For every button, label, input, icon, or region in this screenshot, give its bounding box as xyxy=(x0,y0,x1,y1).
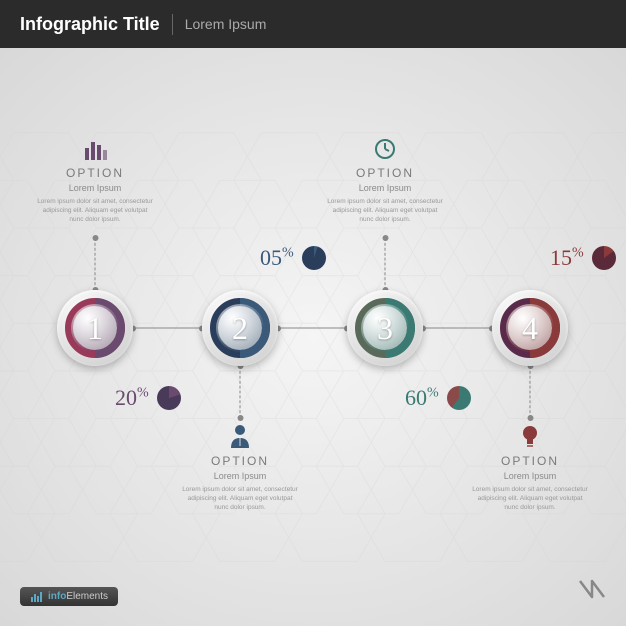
percent-1: 20% xyxy=(115,385,181,411)
option-label: OPTION xyxy=(35,166,155,180)
timeline-node-2: 2 xyxy=(202,290,278,366)
option-sublabel: Lorem Ipsum xyxy=(180,471,300,481)
header-bar: Infographic Title Lorem Ipsum xyxy=(0,0,626,48)
option-block-1: OPTION Lorem Ipsum Lorem ipsum dolor sit… xyxy=(35,138,155,224)
h-connector-1 xyxy=(133,328,202,329)
info-elements-badge: infoElements xyxy=(20,587,118,606)
bulb-icon xyxy=(520,424,540,448)
v-connector-2 xyxy=(240,366,241,418)
timeline-node-3: 3 xyxy=(347,290,423,366)
badge-prefix: info xyxy=(48,591,66,602)
pie-icon xyxy=(302,246,326,270)
option-block-3: OPTION Lorem Ipsum Lorem ipsum dolor sit… xyxy=(325,138,445,224)
option-body: Lorem ipsum dolor sit amet, consectetur … xyxy=(470,485,590,512)
header-subtitle: Lorem Ipsum xyxy=(173,16,267,32)
node-number: 2 xyxy=(232,310,248,347)
option-body: Lorem ipsum dolor sit amet, consectetur … xyxy=(325,197,445,224)
clock-icon xyxy=(374,138,396,160)
h-connector-2 xyxy=(278,328,347,329)
header-title: Infographic Title xyxy=(20,14,173,35)
infographic-canvas: OPTION Lorem Ipsum Lorem ipsum dolor sit… xyxy=(0,48,626,626)
option-label: OPTION xyxy=(180,454,300,468)
option-label: OPTION xyxy=(470,454,590,468)
percent-4: 15% xyxy=(550,245,616,271)
pie-icon xyxy=(592,246,616,270)
option-sublabel: Lorem Ipsum xyxy=(325,183,445,193)
bars-icon xyxy=(83,138,107,160)
node-number: 3 xyxy=(377,310,393,347)
percent-2: 05% xyxy=(260,245,326,271)
v-connector-3 xyxy=(385,238,386,290)
v-connector-1 xyxy=(95,238,96,290)
option-body: Lorem ipsum dolor sit amet, consectetur … xyxy=(35,197,155,224)
option-sublabel: Lorem Ipsum xyxy=(470,471,590,481)
option-block-2: OPTION Lorem Ipsum Lorem ipsum dolor sit… xyxy=(180,424,300,512)
node-number: 4 xyxy=(522,310,538,347)
option-label: OPTION xyxy=(325,166,445,180)
corner-logo xyxy=(578,579,606,606)
option-body: Lorem ipsum dolor sit amet, consectetur … xyxy=(180,485,300,512)
option-sublabel: Lorem Ipsum xyxy=(35,183,155,193)
percent-value: 15% xyxy=(550,245,584,271)
percent-value: 05% xyxy=(260,245,294,271)
timeline-node-4: 4 xyxy=(492,290,568,366)
v-connector-4 xyxy=(530,366,531,418)
percent-value: 20% xyxy=(115,385,149,411)
badge-suffix: Elements xyxy=(66,591,108,602)
pie-icon xyxy=(157,386,181,410)
h-connector-3 xyxy=(423,328,492,329)
person-icon xyxy=(229,424,251,448)
badge-bars-icon xyxy=(30,592,44,602)
timeline-node-1: 1 xyxy=(57,290,133,366)
percent-3: 60% xyxy=(405,385,471,411)
option-block-4: OPTION Lorem Ipsum Lorem ipsum dolor sit… xyxy=(470,424,590,512)
percent-value: 60% xyxy=(405,385,439,411)
pie-icon xyxy=(447,386,471,410)
node-number: 1 xyxy=(87,310,103,347)
